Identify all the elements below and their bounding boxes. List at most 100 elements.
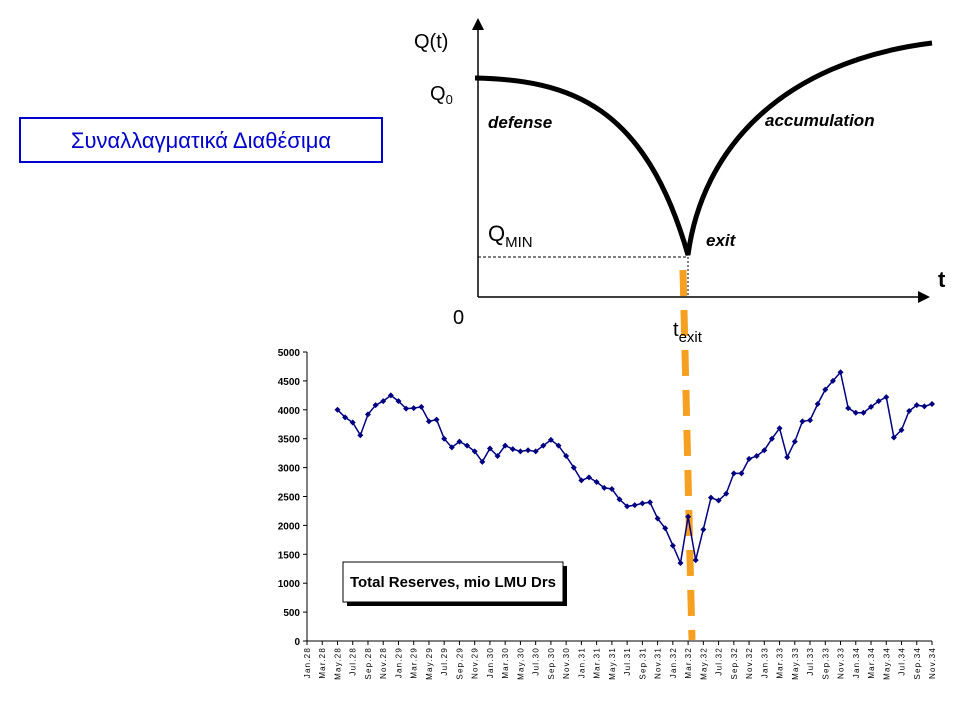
x-tick-label: Jan.32 — [669, 647, 678, 678]
y-tick-label: 500 — [283, 608, 300, 619]
x-tick-label: Jul.30 — [532, 647, 541, 676]
data-point — [517, 448, 524, 455]
data-point — [791, 438, 798, 445]
q-curve — [474, 40, 933, 256]
data-point — [532, 448, 539, 455]
data-point — [929, 401, 935, 408]
texit-main: t — [673, 319, 679, 341]
data-point — [433, 416, 440, 423]
data-point — [639, 500, 646, 507]
exit-label: exit — [706, 231, 737, 250]
data-point — [479, 458, 486, 465]
data-point — [746, 455, 753, 462]
x-tick-label: Sep.33 — [821, 647, 830, 680]
x-tick-label: Jan.29 — [394, 647, 403, 678]
data-point — [563, 453, 570, 460]
x-tick-label: May.33 — [791, 647, 800, 680]
x-tick-label: Mar.31 — [593, 647, 602, 679]
data-point — [334, 406, 341, 413]
data-point — [372, 402, 379, 409]
data-point — [669, 542, 676, 549]
x-tick-label: Jan.30 — [486, 647, 495, 678]
t-axis-label: t — [938, 267, 946, 292]
data-point — [662, 525, 669, 532]
x-tick-label: Jul.31 — [623, 647, 632, 676]
accumulation-label: accumulation — [765, 111, 875, 130]
x-tick-label: May.34 — [882, 647, 891, 680]
x-tick-label: Sep.34 — [913, 647, 922, 680]
data-point — [707, 494, 714, 501]
data-point — [890, 434, 897, 441]
qmin-sub: MIN — [505, 234, 533, 251]
data-point — [799, 418, 806, 425]
x-tick-label: Mar.29 — [410, 647, 419, 679]
x-tick-label: Mar.34 — [867, 647, 876, 679]
x-tick-label: Sep.32 — [730, 647, 739, 680]
data-point — [738, 470, 745, 477]
data-point — [608, 485, 615, 492]
texit-sub: exit — [679, 329, 703, 346]
title: Συναλλαγματικά Διαθέσιμα — [71, 128, 332, 153]
y-tick-label: 0 — [294, 637, 300, 648]
x-tick-label: Sep.30 — [547, 647, 556, 680]
data-point — [494, 453, 501, 460]
data-point — [395, 398, 402, 405]
data-point — [807, 417, 814, 424]
y-tick-label: 3000 — [278, 464, 301, 475]
data-point — [852, 409, 859, 416]
x-tick-label: Nov.33 — [837, 647, 846, 679]
data-point — [456, 438, 463, 445]
data-point — [860, 409, 867, 416]
data-point — [593, 479, 600, 486]
legend-label: Total Reserves, mio LMU Drs — [350, 574, 556, 591]
data-point — [380, 398, 387, 405]
x-tick-label: Sep.29 — [455, 647, 464, 680]
data-point — [403, 405, 410, 412]
x-tick-label: Jul.32 — [715, 647, 724, 676]
data-point — [586, 474, 593, 481]
data-point — [761, 447, 768, 454]
data-point — [547, 436, 554, 443]
data-point — [646, 499, 653, 506]
x-tick-label: Nov.31 — [654, 647, 663, 679]
data-point — [883, 394, 890, 401]
x-tick-label: Jan.31 — [577, 647, 586, 678]
data-point — [753, 453, 760, 460]
data-point — [631, 502, 638, 509]
legend-box — [342, 561, 564, 603]
data-point — [509, 446, 516, 453]
x-tick-label: May.28 — [333, 647, 342, 680]
data-point — [387, 392, 394, 399]
x-tick-label: Nov.29 — [471, 647, 480, 679]
data-point — [723, 490, 730, 497]
x-tick-label: Mar.32 — [684, 647, 693, 679]
data-point — [555, 442, 562, 449]
x-tick-label: Jan.34 — [852, 647, 861, 678]
data-point — [357, 432, 364, 439]
x-tick-label: Sep.28 — [364, 647, 373, 680]
x-tick-label: May.29 — [425, 647, 434, 680]
data-point — [715, 497, 722, 504]
data-point — [342, 414, 349, 421]
qmin-label: QMIN — [488, 221, 533, 251]
data-point — [692, 557, 699, 564]
data-point — [776, 425, 783, 432]
x-tick-label: May.30 — [516, 647, 525, 680]
data-point — [768, 435, 775, 442]
data-point — [471, 448, 478, 455]
x-tick-label: Jul.33 — [806, 647, 815, 676]
data-point — [784, 454, 791, 461]
series-line — [336, 370, 933, 566]
defense-label: defense — [488, 113, 552, 132]
q-axis-label: Q(t) — [414, 31, 448, 53]
data-point — [921, 403, 928, 410]
x-tick-label: Mar.33 — [776, 647, 785, 679]
data-point — [677, 559, 684, 566]
reserves-chart: 0 500 1000 1500 2000 2500 3000 3500 4000 4500 5000… — [278, 348, 937, 680]
x-tick-label: Nov.30 — [562, 647, 571, 679]
q-axis-arrow — [472, 18, 484, 30]
y-tick-label: 3500 — [278, 435, 301, 446]
x-tick-label: Jan.33 — [760, 647, 769, 678]
data-point — [601, 484, 608, 491]
